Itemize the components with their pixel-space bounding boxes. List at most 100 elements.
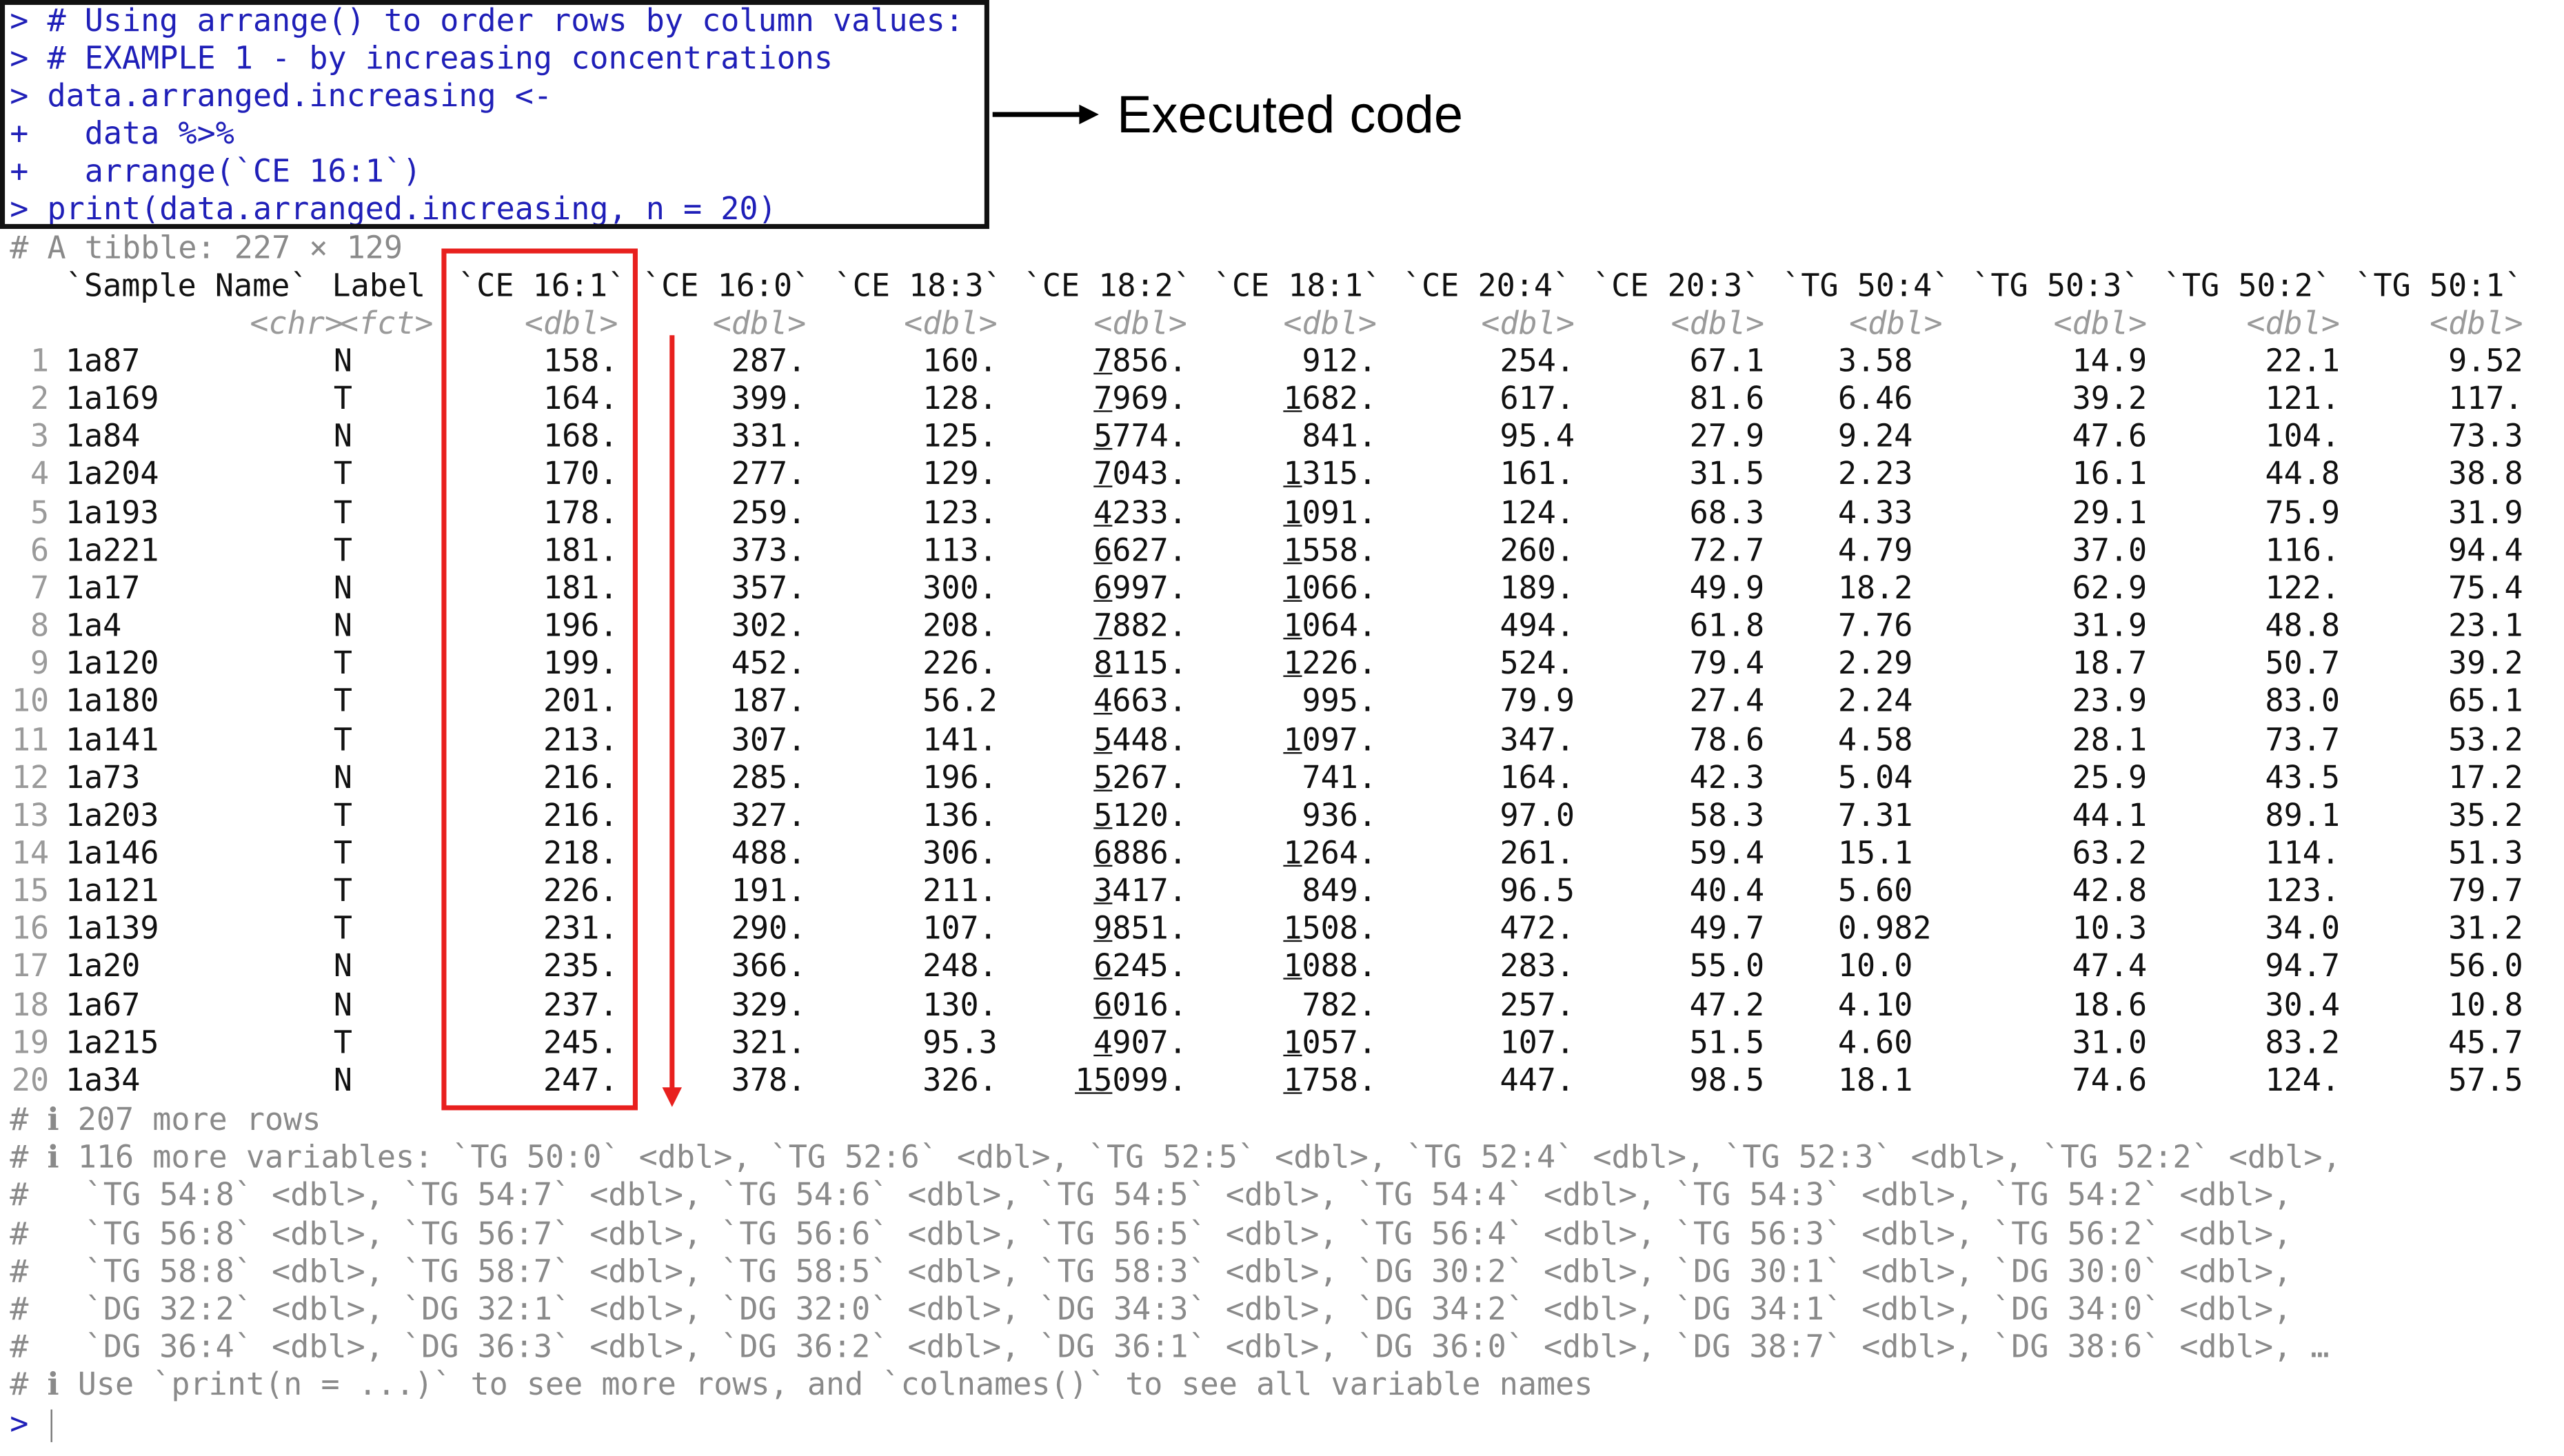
- value-cell: 31.0: [2072, 1024, 2148, 1061]
- value-cell: 259.: [731, 494, 807, 531]
- value-cell: 125.: [922, 418, 998, 456]
- sample-name-cell: 1a204: [65, 456, 159, 493]
- value-cell: 4.10: [1837, 987, 1913, 1023]
- remaining-digits: 120.: [1112, 797, 1187, 834]
- value-cell: 366.: [731, 949, 807, 985]
- thousands-digits: 15: [1075, 1062, 1113, 1099]
- remaining-digits: 997.: [1112, 570, 1187, 607]
- column-header: `TG 50:2`: [2163, 267, 2332, 305]
- remaining-digits: 099.: [1112, 1062, 1187, 1099]
- value-cell: 300.: [922, 570, 998, 607]
- row-number: 6: [30, 532, 50, 569]
- thousands-digits: 6: [1093, 987, 1113, 1023]
- sample-name-cell: 1a193: [65, 494, 159, 531]
- value-cell: 113.: [922, 532, 998, 569]
- value-cell: 321.: [731, 1024, 807, 1061]
- value-cell: 81.6: [1689, 381, 1765, 418]
- thousands-digits: 4: [1093, 494, 1113, 531]
- thousands-digits: 5: [1093, 418, 1113, 456]
- value-cell: 1057.: [1213, 1024, 1377, 1062]
- row-number: 15: [11, 873, 50, 909]
- value-cell: 849.: [1302, 873, 1377, 909]
- value-cell: 235.: [543, 949, 618, 985]
- value-cell: 6627.: [1024, 533, 1187, 571]
- value-cell: 1088.: [1213, 949, 1377, 987]
- label-cell: T: [333, 456, 353, 493]
- thousands-digits: 1: [1283, 532, 1302, 569]
- value-cell: 3417.: [1024, 873, 1187, 911]
- value-cell: 39.2: [2072, 381, 2148, 418]
- value-cell: 9.24: [1837, 418, 1913, 456]
- code-line: > # EXAMPLE 1 - by increasing concentrat…: [10, 41, 833, 79]
- code-line: > data.arranged.increasing <-: [10, 79, 552, 117]
- sample-name-cell: 1a215: [65, 1024, 159, 1061]
- value-cell: 472.: [1500, 911, 1575, 947]
- value-cell: 494.: [1500, 608, 1575, 645]
- value-cell: 116.: [2265, 532, 2341, 569]
- remaining-digits: 097.: [1302, 722, 1377, 758]
- executed-code-box: [0, 0, 989, 230]
- value-cell: 130.: [922, 987, 998, 1023]
- thousands-digits: 1: [1283, 722, 1302, 758]
- thousands-digits: 6: [1093, 532, 1113, 569]
- label-cell: N: [333, 418, 353, 456]
- column-header: `CE 18:3`: [834, 267, 1002, 305]
- label-cell: N: [333, 570, 353, 607]
- value-cell: 208.: [922, 608, 998, 645]
- value-cell: 121.: [2265, 381, 2341, 418]
- thousands-digits: 1: [1283, 949, 1302, 985]
- value-cell: 4233.: [1024, 495, 1187, 533]
- row-number: 7: [30, 570, 50, 607]
- value-cell: 23.9: [2072, 684, 2148, 720]
- value-cell: 27.4: [1689, 684, 1765, 720]
- annotation-arrow-head: [1079, 104, 1099, 125]
- value-cell: 936.: [1302, 797, 1377, 834]
- value-cell: 4663.: [1024, 684, 1187, 722]
- value-cell: 6997.: [1024, 570, 1187, 608]
- thousands-digits: 7: [1093, 381, 1113, 418]
- code-line: + arrange(`CE 16:1`): [10, 154, 421, 192]
- label-cell: N: [333, 987, 353, 1023]
- value-cell: 124.: [2265, 1062, 2341, 1099]
- console-prompt[interactable]: >: [10, 1406, 29, 1442]
- thousands-digits: 5: [1093, 797, 1113, 834]
- value-cell: 15099.: [1024, 1062, 1187, 1100]
- remaining-digits: 088.: [1302, 949, 1377, 985]
- value-cell: 42.8: [2072, 873, 2148, 909]
- code-line: > print(data.arranged.increasing, n = 20…: [10, 192, 776, 230]
- thousands-digits: 8: [1093, 646, 1113, 682]
- value-cell: 231.: [543, 911, 618, 947]
- value-cell: 164.: [1500, 760, 1575, 796]
- value-cell: 107.: [1500, 1024, 1575, 1061]
- value-cell: 181.: [543, 570, 618, 607]
- sample-name-cell: 1a146: [65, 835, 159, 872]
- value-cell: 7856.: [1024, 343, 1187, 381]
- column-header: Label: [332, 267, 426, 305]
- value-cell: 181.: [543, 532, 618, 569]
- row-number: 10: [11, 684, 50, 720]
- value-cell: 39.2: [2448, 646, 2523, 682]
- value-cell: 58.3: [1689, 797, 1765, 834]
- value-cell: 8115.: [1024, 646, 1187, 684]
- value-cell: 75.9: [2265, 494, 2341, 531]
- remaining-digits: 558.: [1302, 532, 1377, 569]
- value-cell: 5448.: [1024, 722, 1187, 760]
- value-cell: 49.7: [1689, 911, 1765, 947]
- prompt-symbol: >: [10, 3, 29, 39]
- value-cell: 1682.: [1213, 381, 1377, 419]
- executed-code-label: Executed code: [1116, 85, 1464, 144]
- value-cell: 67.1: [1689, 343, 1765, 380]
- value-cell: 74.6: [2072, 1062, 2148, 1099]
- value-cell: 399.: [731, 381, 807, 418]
- row-number: 16: [11, 911, 50, 947]
- value-cell: 1097.: [1213, 722, 1377, 760]
- value-cell: 42.3: [1689, 760, 1765, 796]
- value-cell: 55.0: [1689, 949, 1765, 985]
- row-number: 4: [30, 456, 50, 493]
- value-cell: 29.1: [2072, 494, 2148, 531]
- value-cell: 51.3: [2448, 835, 2523, 872]
- value-cell: 168.: [543, 418, 618, 456]
- remaining-digits: 417.: [1112, 873, 1187, 909]
- value-cell: 1508.: [1213, 911, 1377, 949]
